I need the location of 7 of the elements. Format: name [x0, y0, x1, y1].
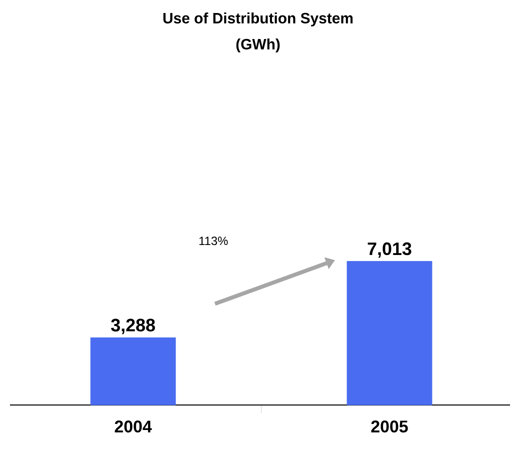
data-label: 7,013	[368, 242, 412, 258]
text: 113%	[199, 236, 228, 246]
chart-title: Use of Distribution System	[163, 12, 353, 26]
chart-subtitle: (GWh)	[236, 38, 280, 52]
data-label: 3,288	[111, 318, 155, 334]
x-tick-label: 2004	[114, 420, 152, 433]
x-tick-label: 2005	[371, 420, 408, 433]
